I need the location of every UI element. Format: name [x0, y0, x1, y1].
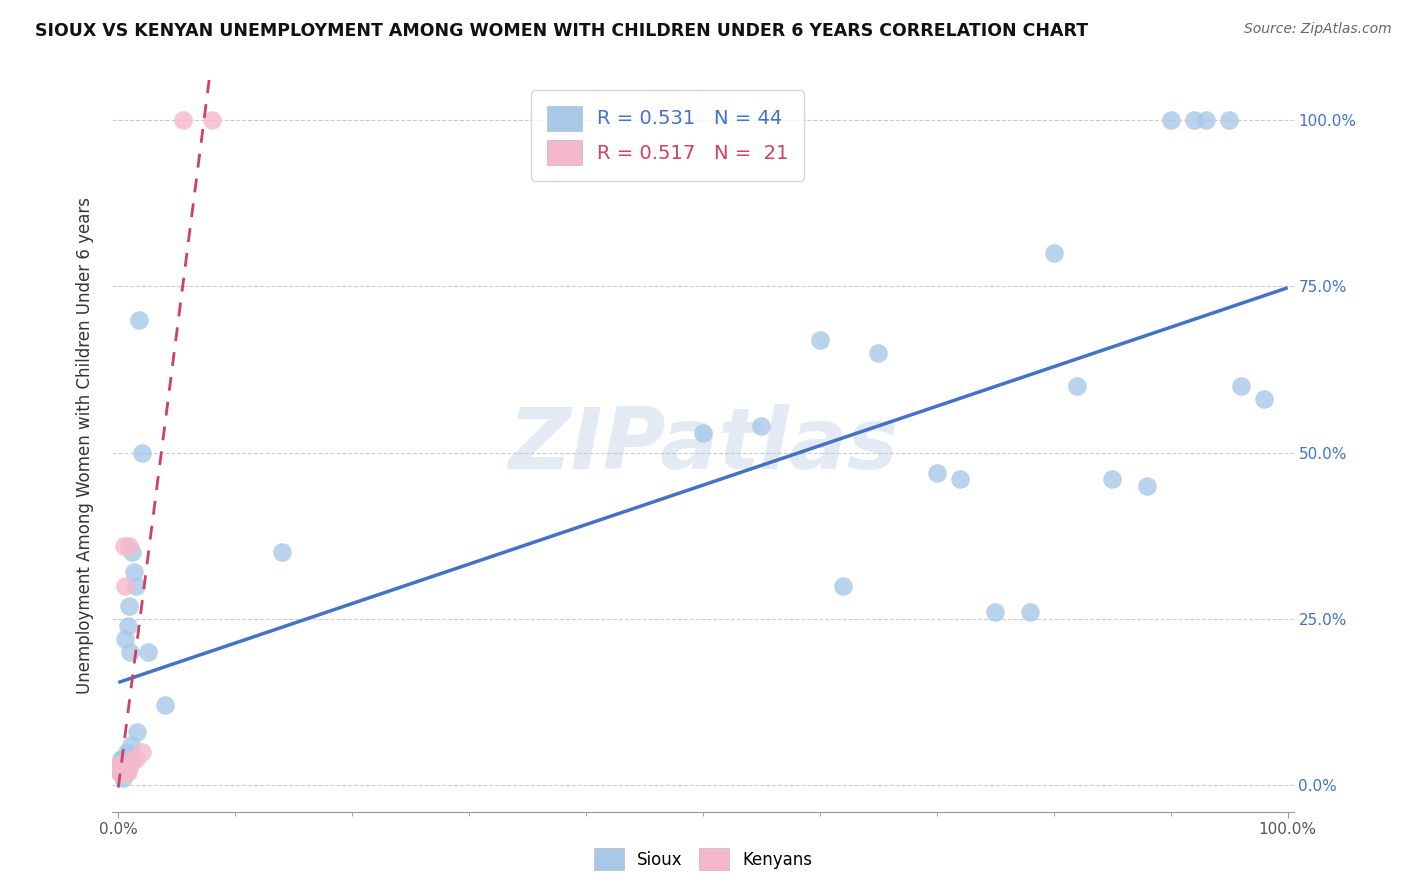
Point	[1019, 605, 1042, 619]
Legend: Sioux, Kenyans: Sioux, Kenyans	[586, 842, 820, 877]
Point	[1195, 113, 1218, 128]
Point	[114, 579, 136, 593]
Point	[131, 745, 153, 759]
Point	[118, 539, 141, 553]
Point	[122, 566, 145, 580]
Point	[1182, 113, 1205, 128]
Point	[751, 419, 773, 434]
Point	[128, 312, 150, 326]
Point	[118, 599, 141, 613]
Point	[117, 764, 139, 779]
Point	[111, 758, 134, 772]
Point	[125, 579, 148, 593]
Point	[117, 618, 139, 632]
Point	[172, 113, 194, 128]
Point	[1160, 113, 1182, 128]
Point	[114, 764, 136, 779]
Point	[108, 758, 131, 772]
Point	[125, 725, 148, 739]
Point	[832, 579, 855, 593]
Y-axis label: Unemployment Among Women with Children Under 6 years: Unemployment Among Women with Children U…	[76, 197, 94, 695]
Point	[949, 472, 972, 486]
Point	[115, 764, 138, 779]
Point	[111, 758, 134, 772]
Text: Source: ZipAtlas.com: Source: ZipAtlas.com	[1244, 22, 1392, 37]
Point	[112, 758, 135, 772]
Point	[118, 645, 141, 659]
Point	[111, 764, 134, 779]
Point	[131, 445, 153, 459]
Point	[118, 758, 141, 772]
Point	[125, 751, 148, 765]
Point	[808, 333, 831, 347]
Point	[110, 751, 132, 765]
Text: SIOUX VS KENYAN UNEMPLOYMENT AMONG WOMEN WITH CHILDREN UNDER 6 YEARS CORRELATION: SIOUX VS KENYAN UNEMPLOYMENT AMONG WOMEN…	[35, 22, 1088, 40]
Point	[112, 764, 135, 779]
Point	[1230, 379, 1253, 393]
Point	[120, 738, 142, 752]
Point	[111, 751, 134, 765]
Point	[110, 764, 132, 779]
Point	[692, 425, 714, 440]
Point	[111, 758, 134, 772]
Point	[1043, 246, 1066, 260]
Point	[201, 113, 224, 128]
Point	[112, 764, 135, 779]
Point	[1136, 479, 1159, 493]
Point	[153, 698, 176, 713]
Point	[1066, 379, 1088, 393]
Text: ZIPatlas: ZIPatlas	[508, 404, 898, 488]
Point	[1218, 113, 1240, 128]
Point	[115, 745, 138, 759]
Point	[111, 764, 134, 779]
Point	[110, 758, 132, 772]
Point	[112, 539, 135, 553]
Point	[271, 545, 294, 559]
Point	[136, 645, 159, 659]
Point	[111, 772, 134, 786]
Point	[114, 632, 136, 646]
Point	[108, 764, 131, 779]
Point	[868, 346, 890, 360]
Point	[984, 605, 1007, 619]
Point	[108, 764, 131, 779]
Point	[111, 764, 134, 779]
Point	[121, 751, 143, 765]
Point	[111, 764, 134, 779]
Point	[1101, 472, 1123, 486]
Point	[121, 545, 143, 559]
Point	[110, 764, 132, 779]
Point	[1253, 392, 1275, 407]
Point	[925, 466, 948, 480]
